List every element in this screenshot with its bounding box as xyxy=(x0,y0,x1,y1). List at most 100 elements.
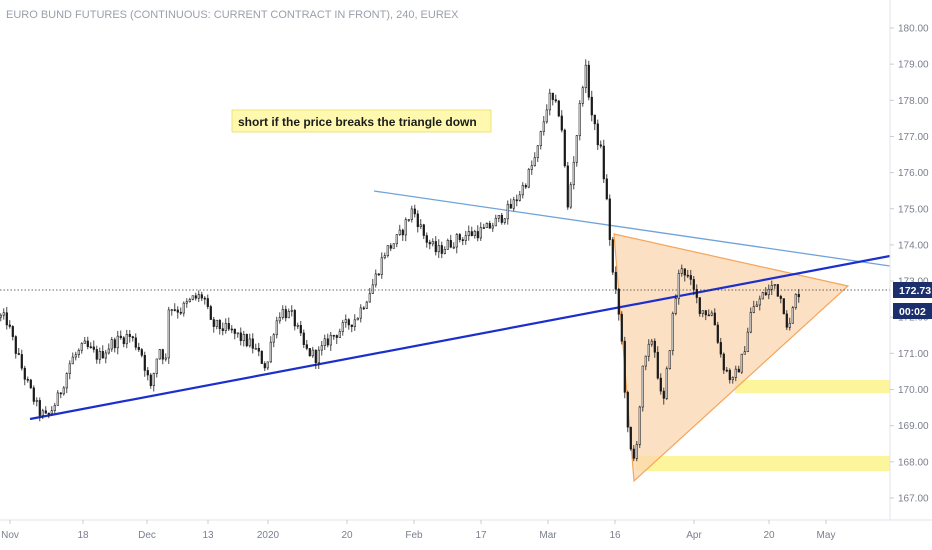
candle-body xyxy=(164,357,167,360)
candle-body xyxy=(23,367,26,380)
y-tick-label: 178.00 xyxy=(898,96,929,107)
x-tick-label: Feb xyxy=(405,530,423,541)
support-zone-upper xyxy=(735,380,890,393)
candle-body xyxy=(173,309,176,311)
candle-body xyxy=(248,338,251,347)
candle-body xyxy=(395,234,398,245)
candle-body xyxy=(476,231,479,239)
candle-body xyxy=(671,313,674,351)
candle-body xyxy=(653,340,656,353)
candle-body xyxy=(311,349,314,357)
y-tick-label: 167.00 xyxy=(898,493,929,504)
candle-body xyxy=(380,257,383,275)
candle-body xyxy=(302,332,305,345)
x-tick-label: 17 xyxy=(475,530,487,541)
candle-body xyxy=(332,334,335,337)
current-price-tag xyxy=(893,282,932,298)
candle-body xyxy=(47,412,50,415)
candle-body xyxy=(35,400,38,402)
annotation-text: short if the price breaks the triangle d… xyxy=(238,115,477,129)
candle-body xyxy=(452,246,455,249)
candle-body xyxy=(692,279,695,290)
candle-body xyxy=(95,349,98,360)
candle-body xyxy=(326,338,329,346)
candle-body xyxy=(512,199,515,209)
candle-body xyxy=(590,96,593,116)
candle-body xyxy=(167,309,170,359)
candle-body xyxy=(644,355,647,367)
candle-body xyxy=(773,284,776,286)
x-tick-label: Dec xyxy=(138,530,156,541)
candle-body xyxy=(314,349,317,363)
candle-body xyxy=(53,405,56,411)
candle-body xyxy=(521,185,524,196)
candle-body xyxy=(410,208,413,220)
candle-body xyxy=(197,294,200,299)
candle-body xyxy=(416,213,419,228)
candle-body xyxy=(290,310,293,312)
x-axis[interactable]: Nov 18 Dec 13 2020 20 Feb 17 Mar 16 Apr 20 May xyxy=(1,520,835,541)
candle-body xyxy=(182,302,185,314)
y-axis[interactable]: 180.00 179.00 178.00 177.00 176.00 175.00 174.… xyxy=(890,24,929,505)
candle-body xyxy=(206,298,209,307)
candle-body xyxy=(737,368,740,373)
candle-body xyxy=(329,334,332,346)
candle-body xyxy=(755,304,758,307)
candle-body xyxy=(500,214,503,223)
candle-body xyxy=(134,337,137,348)
candle-body xyxy=(602,145,605,180)
resistance-trendline xyxy=(373,190,891,267)
candle-body xyxy=(695,289,698,298)
candle-body xyxy=(407,219,410,221)
candle-body xyxy=(281,309,284,318)
candle-body xyxy=(179,311,182,314)
candle-body xyxy=(233,328,236,334)
candle-body xyxy=(539,131,542,147)
x-tick-label: Nov xyxy=(1,530,19,541)
candle-body xyxy=(200,294,203,299)
candle-body xyxy=(518,194,521,201)
candle-body xyxy=(371,284,374,294)
candle-body xyxy=(260,350,263,364)
candle-body xyxy=(317,349,320,363)
candle-body xyxy=(209,306,212,320)
candle-body xyxy=(0,314,2,318)
candle-body xyxy=(122,337,125,345)
candle-body xyxy=(530,165,533,170)
candle-body xyxy=(782,298,785,315)
x-tick-label: 20 xyxy=(341,530,353,541)
candle-body xyxy=(230,328,233,331)
x-tick-label: 2020 xyxy=(257,530,280,541)
candle-body xyxy=(623,340,626,393)
candle-body xyxy=(632,448,635,459)
candle-body xyxy=(263,363,266,369)
candle-body xyxy=(668,350,671,370)
x-tick-label: 20 xyxy=(763,530,775,541)
candle-body xyxy=(152,373,155,387)
candle-body xyxy=(392,243,395,249)
candle-body xyxy=(359,307,362,319)
y-tick-label: 174.00 xyxy=(898,240,929,251)
candle-body xyxy=(38,400,41,416)
candle-body xyxy=(62,387,65,395)
candle-body xyxy=(344,319,347,323)
candle-body xyxy=(656,351,659,379)
candle-body xyxy=(572,161,575,186)
candle-body xyxy=(254,347,257,350)
candle-body xyxy=(14,336,17,354)
candle-body xyxy=(503,218,506,223)
candle-body xyxy=(323,338,326,347)
candle-body xyxy=(353,319,356,327)
candle-body xyxy=(425,235,428,243)
support-trendline xyxy=(29,254,891,421)
candle-body xyxy=(491,225,494,229)
candle-body xyxy=(443,249,446,254)
candle-body xyxy=(119,335,122,339)
chart-title: EURO BUND FUTURES (CONTINUOUS: CURRENT C… xyxy=(6,9,459,21)
candle-body xyxy=(728,369,731,381)
y-tick-label: 168.00 xyxy=(898,457,929,468)
candle-body xyxy=(641,365,644,408)
candle-body xyxy=(32,387,35,402)
candle-body xyxy=(356,317,359,321)
